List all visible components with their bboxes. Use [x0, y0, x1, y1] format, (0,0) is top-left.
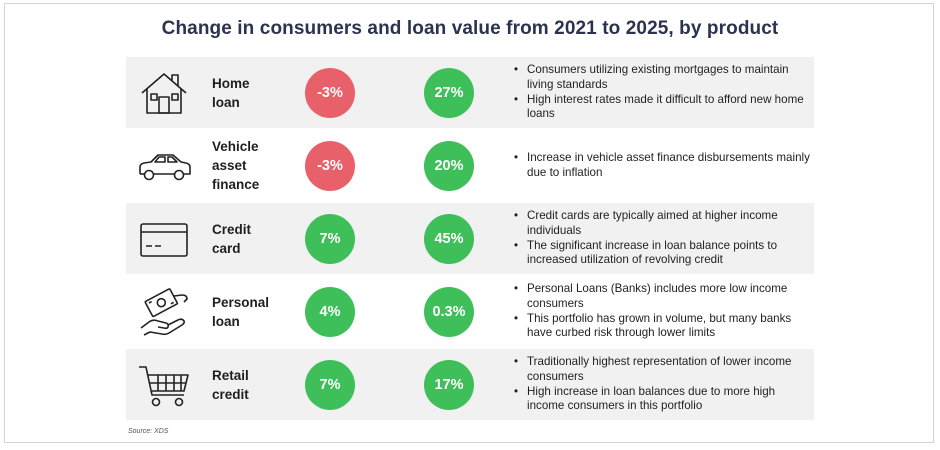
- product-label: Vehicle asset finance: [212, 139, 260, 192]
- source-note: Source: XDS: [128, 428, 169, 435]
- consumers-change-bubble: 7%: [305, 214, 355, 264]
- table-row: Retail credit 7% 17% Traditionally highe…: [126, 349, 814, 420]
- loan-value-change-value: 20%: [434, 158, 464, 174]
- product-label: Personal loan: [212, 294, 270, 329]
- loan-value-change-value: 0.3%: [432, 304, 466, 320]
- notes-list: Increase in vehicle asset finance disbur…: [512, 130, 812, 201]
- consumers-change-bubble: -3%: [305, 141, 355, 191]
- loan-value-change-bubble: 27%: [424, 68, 474, 118]
- loan-value-change-value: 17%: [434, 377, 464, 393]
- consumers-change-value: 7%: [319, 231, 341, 247]
- car-icon: [134, 136, 194, 196]
- note-item: Traditionally highest representation of …: [512, 355, 812, 384]
- cash-in-hand-icon: [134, 282, 194, 342]
- consumers-change-value: -3%: [317, 158, 343, 174]
- consumers-change-bubble: 4%: [305, 287, 355, 337]
- table-row: Home loan -3% 27% Consumers utilizing ex…: [126, 57, 814, 128]
- product-label: Credit card: [212, 221, 252, 256]
- loan-value-change-bubble: 17%: [424, 360, 474, 410]
- note-item: This portfolio has grown in volume, but …: [512, 312, 812, 341]
- note-item: Consumers utilizing existing mortgages t…: [512, 63, 812, 92]
- loan-value-change-value: 27%: [434, 85, 464, 101]
- consumers-change-value: 7%: [319, 377, 341, 393]
- consumers-change-value: 4%: [319, 304, 341, 320]
- product-label: Home loan: [212, 75, 250, 110]
- notes-list: Credit cards are typically aimed at high…: [512, 203, 812, 274]
- consumers-change-bubble: -3%: [305, 68, 355, 118]
- credit-card-icon: [134, 209, 194, 269]
- notes-list: Traditionally highest representation of …: [512, 349, 812, 420]
- product-label: Retail credit: [212, 367, 249, 402]
- table-row: Credit card 7% 45% Credit cards are typi…: [126, 203, 814, 274]
- loan-value-change-bubble: 0.3%: [424, 287, 474, 337]
- loan-value-change-bubble: 20%: [424, 141, 474, 191]
- product-table: Home loan -3% 27% Consumers utilizing ex…: [126, 57, 814, 422]
- note-item: Personal Loans (Banks) includes more low…: [512, 282, 812, 311]
- note-item: Increase in vehicle asset finance disbur…: [512, 151, 812, 180]
- consumers-change-bubble: 7%: [305, 360, 355, 410]
- table-row: Vehicle asset finance -3% 20% Increase i…: [126, 130, 814, 201]
- loan-value-change-bubble: 45%: [424, 214, 474, 264]
- note-item: High increase in loan balances due to mo…: [512, 385, 812, 414]
- notes-list: Personal Loans (Banks) includes more low…: [512, 276, 812, 347]
- shopping-cart-icon: [134, 355, 194, 415]
- table-row: Personal loan 4% 0.3% Personal Loans (Ba…: [126, 276, 814, 347]
- consumers-change-value: -3%: [317, 85, 343, 101]
- house-icon: [134, 63, 194, 123]
- note-item: High interest rates made it difficult to…: [512, 93, 812, 122]
- loan-value-change-value: 45%: [434, 231, 464, 247]
- note-item: The significant increase in loan balance…: [512, 239, 812, 268]
- chart-title: Change in consumers and loan value from …: [161, 18, 779, 39]
- note-item: Credit cards are typically aimed at high…: [512, 209, 812, 238]
- notes-list: Consumers utilizing existing mortgages t…: [512, 57, 812, 128]
